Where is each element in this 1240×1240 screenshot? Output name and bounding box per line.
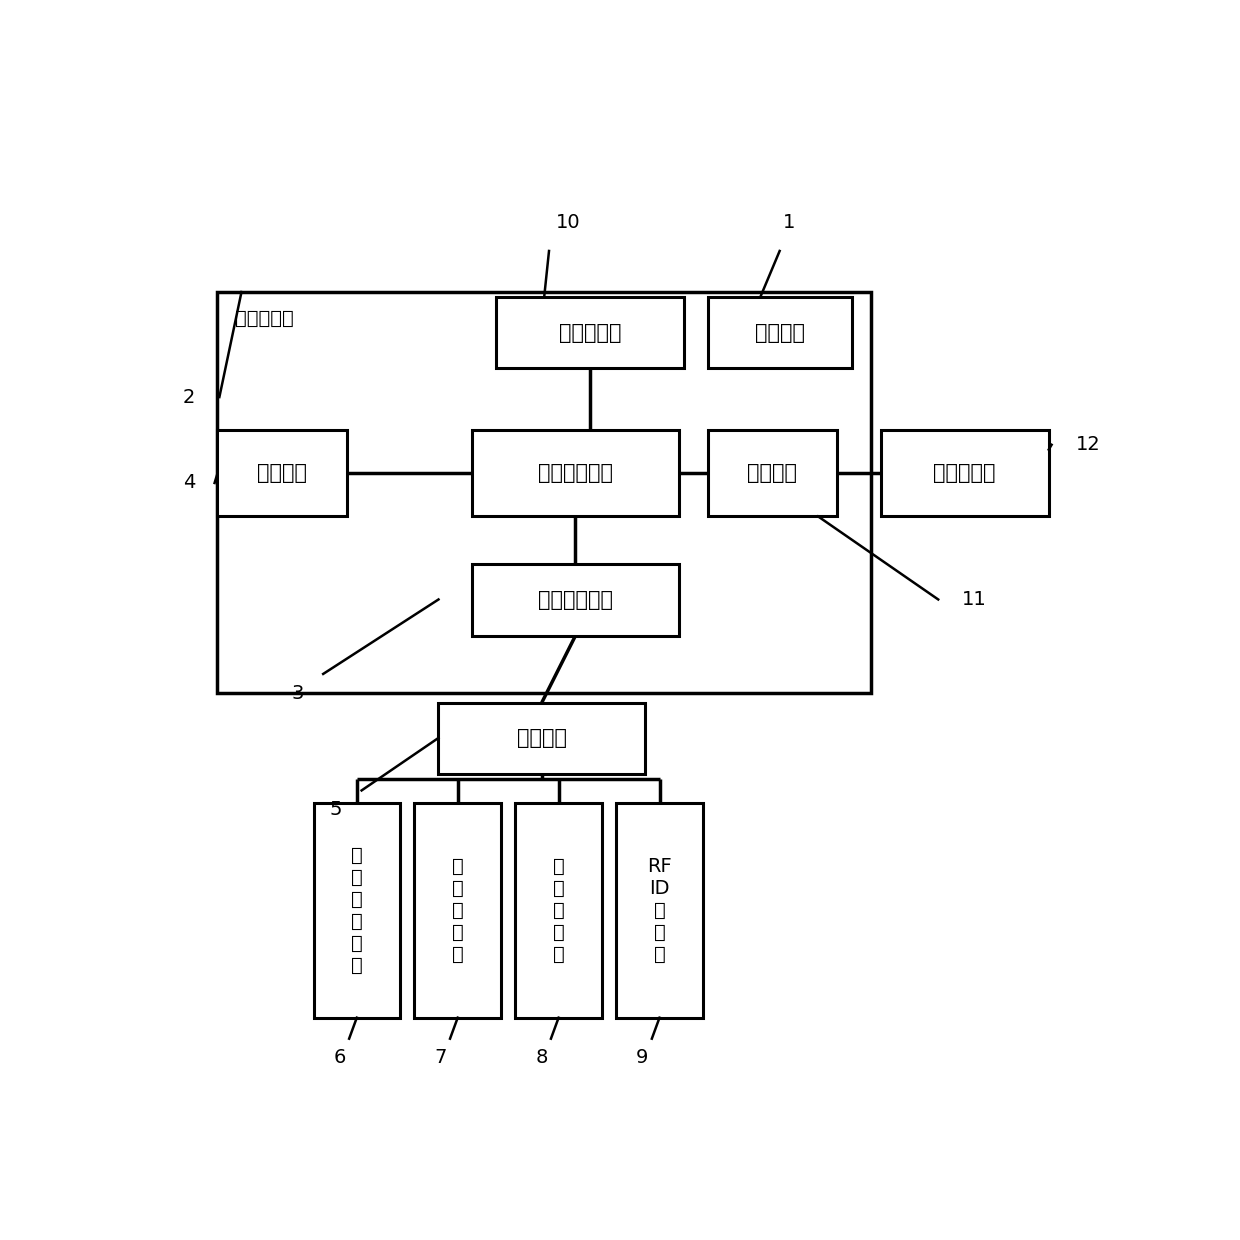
Text: 4: 4	[184, 474, 196, 492]
Bar	[472, 564, 678, 636]
Bar	[708, 430, 837, 516]
Text: 温
度
传
感
器: 温 度 传 感 器	[451, 857, 464, 963]
Text: 5: 5	[330, 800, 342, 820]
Text: 速
度
传
感
器: 速 度 传 感 器	[553, 857, 564, 963]
Bar	[439, 703, 645, 774]
Text: 12: 12	[1075, 435, 1100, 454]
Text: 电池模块: 电池模块	[755, 322, 805, 342]
Text: 7: 7	[434, 1048, 446, 1068]
Bar	[472, 430, 678, 516]
Text: 存储模块: 存储模块	[258, 464, 308, 484]
Text: 3: 3	[291, 683, 304, 703]
Text: 信息处理模块: 信息处理模块	[538, 464, 613, 484]
Text: 6: 6	[334, 1048, 346, 1068]
Text: 通讯模块: 通讯模块	[748, 464, 797, 484]
Text: 9: 9	[636, 1048, 649, 1068]
Bar	[496, 296, 683, 368]
Text: 1: 1	[784, 213, 795, 232]
Text: 记位器装置: 记位器装置	[558, 322, 621, 342]
Text: 车载上位机: 车载上位机	[934, 464, 996, 484]
Text: 数据采集模块: 数据采集模块	[538, 590, 613, 610]
Text: 电
火
花
传
感
器: 电 火 花 传 感 器	[351, 846, 362, 975]
Bar	[516, 802, 601, 1018]
Text: 通讯装置: 通讯装置	[517, 728, 567, 749]
Text: 2: 2	[184, 388, 196, 407]
Text: 11: 11	[962, 590, 987, 609]
Text: RF
ID
识
别
器: RF ID 识 别 器	[647, 857, 672, 963]
Bar	[414, 802, 501, 1018]
Bar	[880, 430, 1049, 516]
Bar	[217, 430, 347, 516]
Bar	[217, 291, 870, 693]
Bar	[616, 802, 703, 1018]
Text: 系统控制器: 系统控制器	[234, 309, 294, 329]
Text: 10: 10	[556, 213, 580, 232]
Bar	[314, 802, 401, 1018]
Bar	[708, 296, 852, 368]
Text: 8: 8	[536, 1048, 548, 1068]
